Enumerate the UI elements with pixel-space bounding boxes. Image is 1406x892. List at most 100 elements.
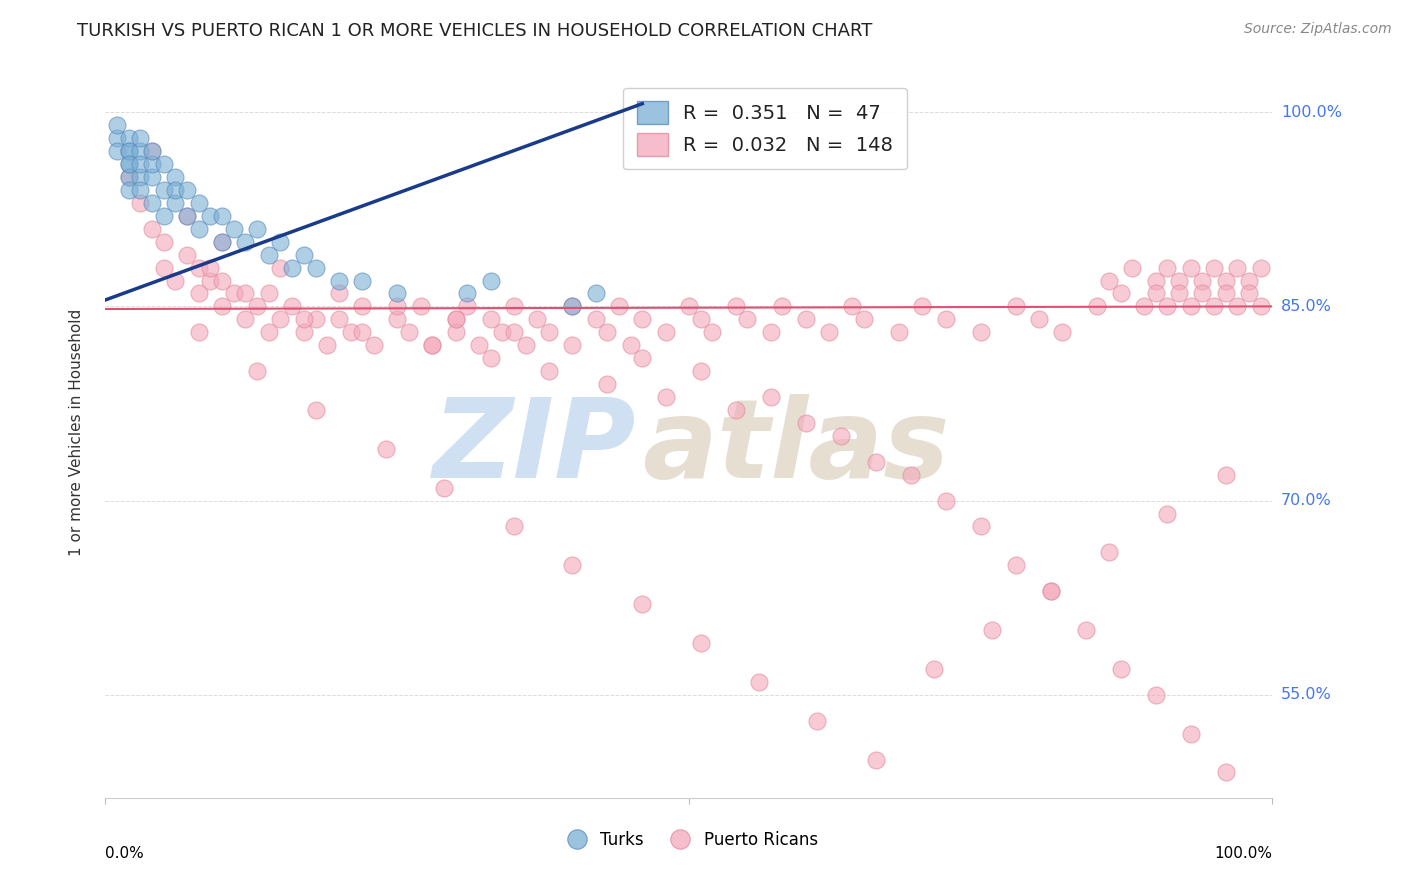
Point [129, 157, 152, 171]
Point [1109, 286, 1132, 301]
Point [129, 144, 152, 158]
Point [852, 312, 875, 326]
Point [176, 247, 198, 261]
Point [1144, 286, 1167, 301]
Text: 55.0%: 55.0% [1281, 687, 1331, 702]
Point [770, 299, 793, 313]
Point [141, 144, 163, 158]
Point [561, 299, 583, 313]
Point [304, 260, 326, 275]
Point [1156, 299, 1178, 313]
Point [187, 195, 209, 210]
Text: ZIP: ZIP [433, 393, 637, 500]
Point [281, 260, 304, 275]
Point [1039, 584, 1062, 599]
Point [118, 144, 141, 158]
Point [304, 312, 326, 326]
Point [935, 493, 957, 508]
Point [141, 221, 163, 235]
Point [1144, 688, 1167, 702]
Point [222, 286, 245, 301]
Point [794, 312, 817, 326]
Point [1168, 273, 1191, 287]
Point [503, 326, 526, 340]
Point [200, 273, 222, 287]
Point [1156, 260, 1178, 275]
Point [1004, 558, 1026, 573]
Point [1087, 299, 1109, 313]
Point [246, 364, 269, 378]
Point [689, 636, 711, 650]
Point [1098, 273, 1121, 287]
Point [1226, 299, 1249, 313]
Point [631, 351, 654, 366]
Point [200, 209, 222, 223]
Point [479, 312, 502, 326]
Point [211, 209, 233, 223]
Point [211, 235, 233, 249]
Text: 0.0%: 0.0% [105, 846, 145, 861]
Point [759, 390, 782, 404]
Point [153, 260, 174, 275]
Point [129, 195, 152, 210]
Text: 100.0%: 100.0% [1215, 846, 1272, 861]
Point [1250, 299, 1272, 313]
Point [1237, 273, 1260, 287]
Point [118, 144, 141, 158]
Text: TURKISH VS PUERTO RICAN 1 OR MORE VEHICLES IN HOUSEHOLD CORRELATION CHART: TURKISH VS PUERTO RICAN 1 OR MORE VEHICL… [77, 22, 873, 40]
Point [385, 286, 409, 301]
Point [211, 273, 233, 287]
Point [1250, 805, 1272, 819]
Point [1202, 299, 1225, 313]
Point [479, 351, 502, 366]
Point [702, 326, 724, 340]
Point [398, 326, 420, 340]
Point [118, 183, 141, 197]
Point [1098, 545, 1121, 559]
Point [468, 338, 491, 352]
Point [1168, 286, 1191, 301]
Point [444, 326, 467, 340]
Point [724, 403, 747, 417]
Point [187, 326, 209, 340]
Point [420, 338, 443, 352]
Point [1180, 299, 1202, 313]
Point [585, 286, 607, 301]
Point [515, 338, 537, 352]
Point [537, 364, 560, 378]
Point [235, 235, 257, 249]
Legend: Turks, Puerto Ricans: Turks, Puerto Ricans [554, 824, 824, 855]
Point [865, 752, 887, 766]
Point [433, 481, 456, 495]
Y-axis label: 1 or more Vehicles in Household: 1 or more Vehicles in Household [69, 309, 84, 557]
Point [922, 662, 945, 676]
Point [176, 183, 198, 197]
Point [257, 326, 280, 340]
Point [292, 312, 315, 326]
Point [607, 299, 630, 313]
Point [596, 377, 619, 392]
Point [292, 247, 315, 261]
Point [304, 403, 326, 417]
Point [165, 169, 187, 184]
Point [316, 338, 339, 352]
Point [865, 455, 887, 469]
Point [129, 169, 152, 184]
Text: Source: ZipAtlas.com: Source: ZipAtlas.com [1244, 22, 1392, 37]
Point [806, 714, 828, 728]
Point [1156, 507, 1178, 521]
Point [118, 169, 141, 184]
Point [596, 326, 619, 340]
Point [281, 299, 304, 313]
Point [503, 519, 526, 533]
Text: 100.0%: 100.0% [1281, 104, 1341, 120]
Point [165, 273, 187, 287]
Point [141, 157, 163, 171]
Point [1237, 286, 1260, 301]
Point [1074, 623, 1097, 637]
Point [270, 260, 292, 275]
Point [456, 299, 478, 313]
Text: 70.0%: 70.0% [1281, 493, 1331, 508]
Point [1215, 765, 1237, 780]
Point [689, 312, 711, 326]
